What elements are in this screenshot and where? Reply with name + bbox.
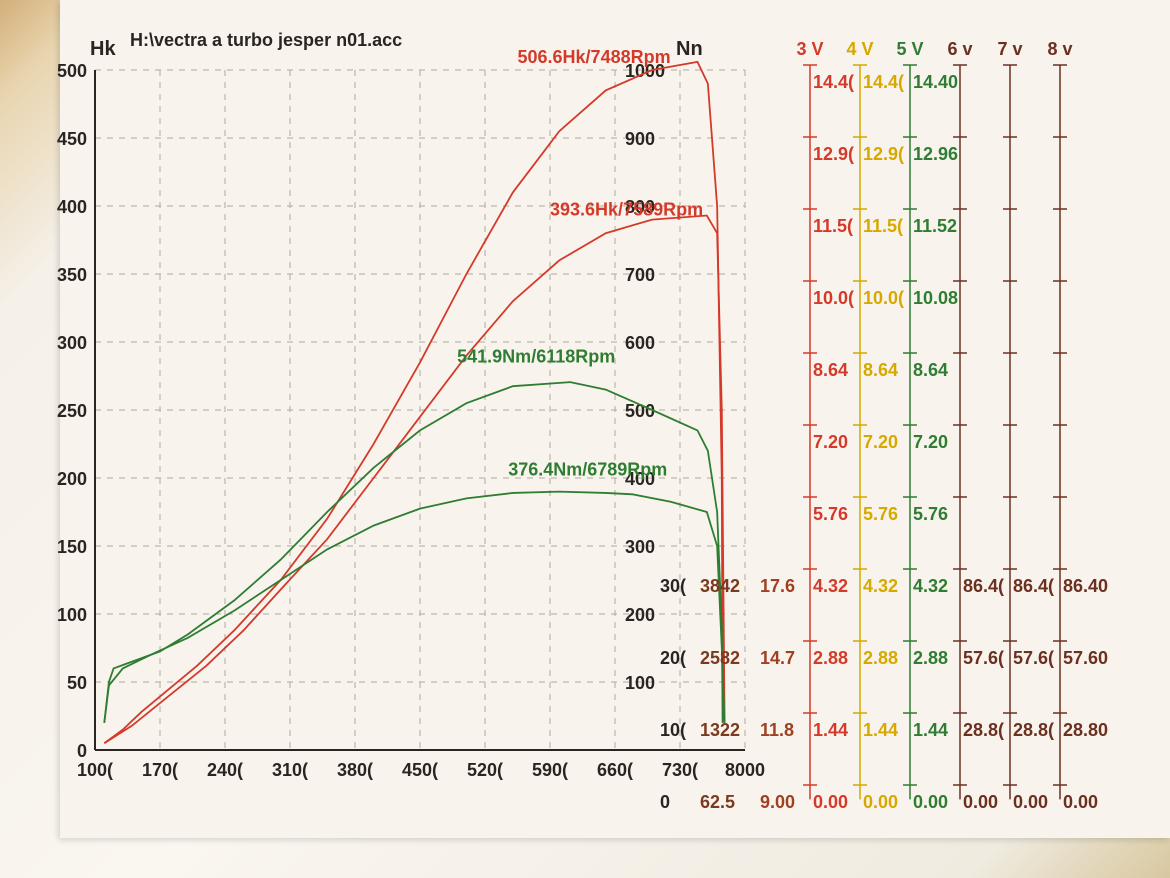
svg-text:10.08: 10.08 — [913, 288, 958, 308]
svg-text:200: 200 — [57, 469, 87, 489]
svg-text:300: 300 — [57, 333, 87, 353]
svg-text:0.00: 0.00 — [813, 792, 848, 812]
svg-text:300: 300 — [625, 537, 655, 557]
svg-text:6 v: 6 v — [947, 39, 972, 59]
svg-text:590(: 590( — [532, 760, 568, 780]
svg-text:506.6Hk/7488Rpm: 506.6Hk/7488Rpm — [518, 47, 671, 67]
svg-text:150: 150 — [57, 537, 87, 557]
svg-text:376.4Nm/6789Rpm: 376.4Nm/6789Rpm — [508, 459, 667, 479]
svg-text:12.9(: 12.9( — [813, 144, 854, 164]
svg-text:28.8(: 28.8( — [1013, 720, 1054, 740]
svg-text:11.8: 11.8 — [760, 720, 794, 740]
svg-text:350: 350 — [57, 265, 87, 285]
svg-text:14.7: 14.7 — [760, 648, 795, 668]
svg-text:0.00: 0.00 — [1013, 792, 1048, 812]
svg-text:11.5(: 11.5( — [813, 216, 853, 236]
svg-text:14.40: 14.40 — [913, 72, 958, 92]
svg-text:57.60: 57.60 — [1063, 648, 1108, 668]
svg-text:0.00: 0.00 — [1063, 792, 1098, 812]
svg-text:393.6Hk/7589Rpm: 393.6Hk/7589Rpm — [550, 200, 703, 220]
svg-text:57.6(: 57.6( — [963, 648, 1004, 668]
svg-text:86.4(: 86.4( — [1013, 576, 1054, 596]
svg-text:12.96: 12.96 — [913, 144, 958, 164]
svg-text:30(: 30( — [660, 576, 686, 596]
svg-text:600: 600 — [625, 333, 655, 353]
svg-text:4.32: 4.32 — [813, 576, 848, 596]
svg-text:14.4(: 14.4( — [813, 72, 854, 92]
svg-text:5.76: 5.76 — [863, 504, 898, 524]
svg-text:17.6: 17.6 — [760, 576, 795, 596]
svg-text:380(: 380( — [337, 760, 373, 780]
svg-text:4.32: 4.32 — [913, 576, 948, 596]
svg-text:500: 500 — [57, 61, 87, 81]
svg-text:7.20: 7.20 — [863, 432, 898, 452]
svg-text:240(: 240( — [207, 760, 243, 780]
svg-text:2.88: 2.88 — [913, 648, 948, 668]
svg-text:450(: 450( — [402, 760, 438, 780]
svg-text:86.40: 86.40 — [1063, 576, 1108, 596]
svg-text:62.5: 62.5 — [700, 792, 735, 812]
svg-text:9.00: 9.00 — [760, 792, 795, 812]
svg-text:8000: 8000 — [725, 760, 765, 780]
svg-text:2582: 2582 — [700, 648, 740, 668]
svg-text:0: 0 — [660, 792, 670, 812]
svg-text:57.6(: 57.6( — [1013, 648, 1054, 668]
svg-text:0.00: 0.00 — [913, 792, 948, 812]
svg-text:3 V: 3 V — [796, 39, 823, 59]
svg-text:5.76: 5.76 — [813, 504, 848, 524]
svg-text:8 v: 8 v — [1047, 39, 1072, 59]
svg-text:10.0(: 10.0( — [813, 288, 854, 308]
svg-text:2.88: 2.88 — [863, 648, 898, 668]
svg-text:3842: 3842 — [700, 576, 740, 596]
svg-text:170(: 170( — [142, 760, 178, 780]
svg-text:28.80: 28.80 — [1063, 720, 1108, 740]
svg-text:4 V: 4 V — [846, 39, 873, 59]
svg-text:1322: 1322 — [700, 720, 740, 740]
svg-text:8.64: 8.64 — [863, 360, 898, 380]
svg-text:660(: 660( — [597, 760, 633, 780]
svg-text:20(: 20( — [660, 648, 686, 668]
svg-text:4.32: 4.32 — [863, 576, 898, 596]
svg-text:310(: 310( — [272, 760, 308, 780]
svg-text:0: 0 — [77, 741, 87, 761]
svg-text:450: 450 — [57, 129, 87, 149]
svg-text:5 V: 5 V — [896, 39, 923, 59]
svg-text:900: 900 — [625, 129, 655, 149]
svg-text:12.9(: 12.9( — [863, 144, 904, 164]
svg-text:10(: 10( — [660, 720, 686, 740]
svg-text:200: 200 — [625, 605, 655, 625]
svg-text:7.20: 7.20 — [813, 432, 848, 452]
svg-text:1.44: 1.44 — [863, 720, 898, 740]
svg-text:250: 250 — [57, 401, 87, 421]
svg-text:730(: 730( — [662, 760, 698, 780]
svg-text:28.8(: 28.8( — [963, 720, 1004, 740]
svg-text:100: 100 — [57, 605, 87, 625]
svg-text:2.88: 2.88 — [813, 648, 848, 668]
svg-text:11.52: 11.52 — [913, 216, 957, 236]
svg-text:520(: 520( — [467, 760, 503, 780]
svg-text:7 v: 7 v — [997, 39, 1022, 59]
svg-text:0.00: 0.00 — [963, 792, 998, 812]
svg-text:5.76: 5.76 — [913, 504, 948, 524]
svg-text:50: 50 — [67, 673, 87, 693]
svg-text:100(: 100( — [77, 760, 113, 780]
svg-text:86.4(: 86.4( — [963, 576, 1004, 596]
svg-text:0.00: 0.00 — [863, 792, 898, 812]
svg-text:1.44: 1.44 — [813, 720, 848, 740]
svg-text:11.5(: 11.5( — [863, 216, 903, 236]
svg-text:100: 100 — [625, 673, 655, 693]
svg-text:8.64: 8.64 — [913, 360, 948, 380]
svg-text:8.64: 8.64 — [813, 360, 848, 380]
svg-text:700: 700 — [625, 265, 655, 285]
dyno-chart: 0 50 100 150 200 250 300 350 400 450 500 100 200 300 4… — [0, 0, 1170, 878]
svg-text:10.0(: 10.0( — [863, 288, 904, 308]
svg-text:1.44: 1.44 — [913, 720, 948, 740]
svg-text:541.9Nm/6118Rpm: 541.9Nm/6118Rpm — [457, 346, 615, 366]
svg-text:400: 400 — [57, 197, 87, 217]
svg-text:14.4(: 14.4( — [863, 72, 904, 92]
svg-text:7.20: 7.20 — [913, 432, 948, 452]
